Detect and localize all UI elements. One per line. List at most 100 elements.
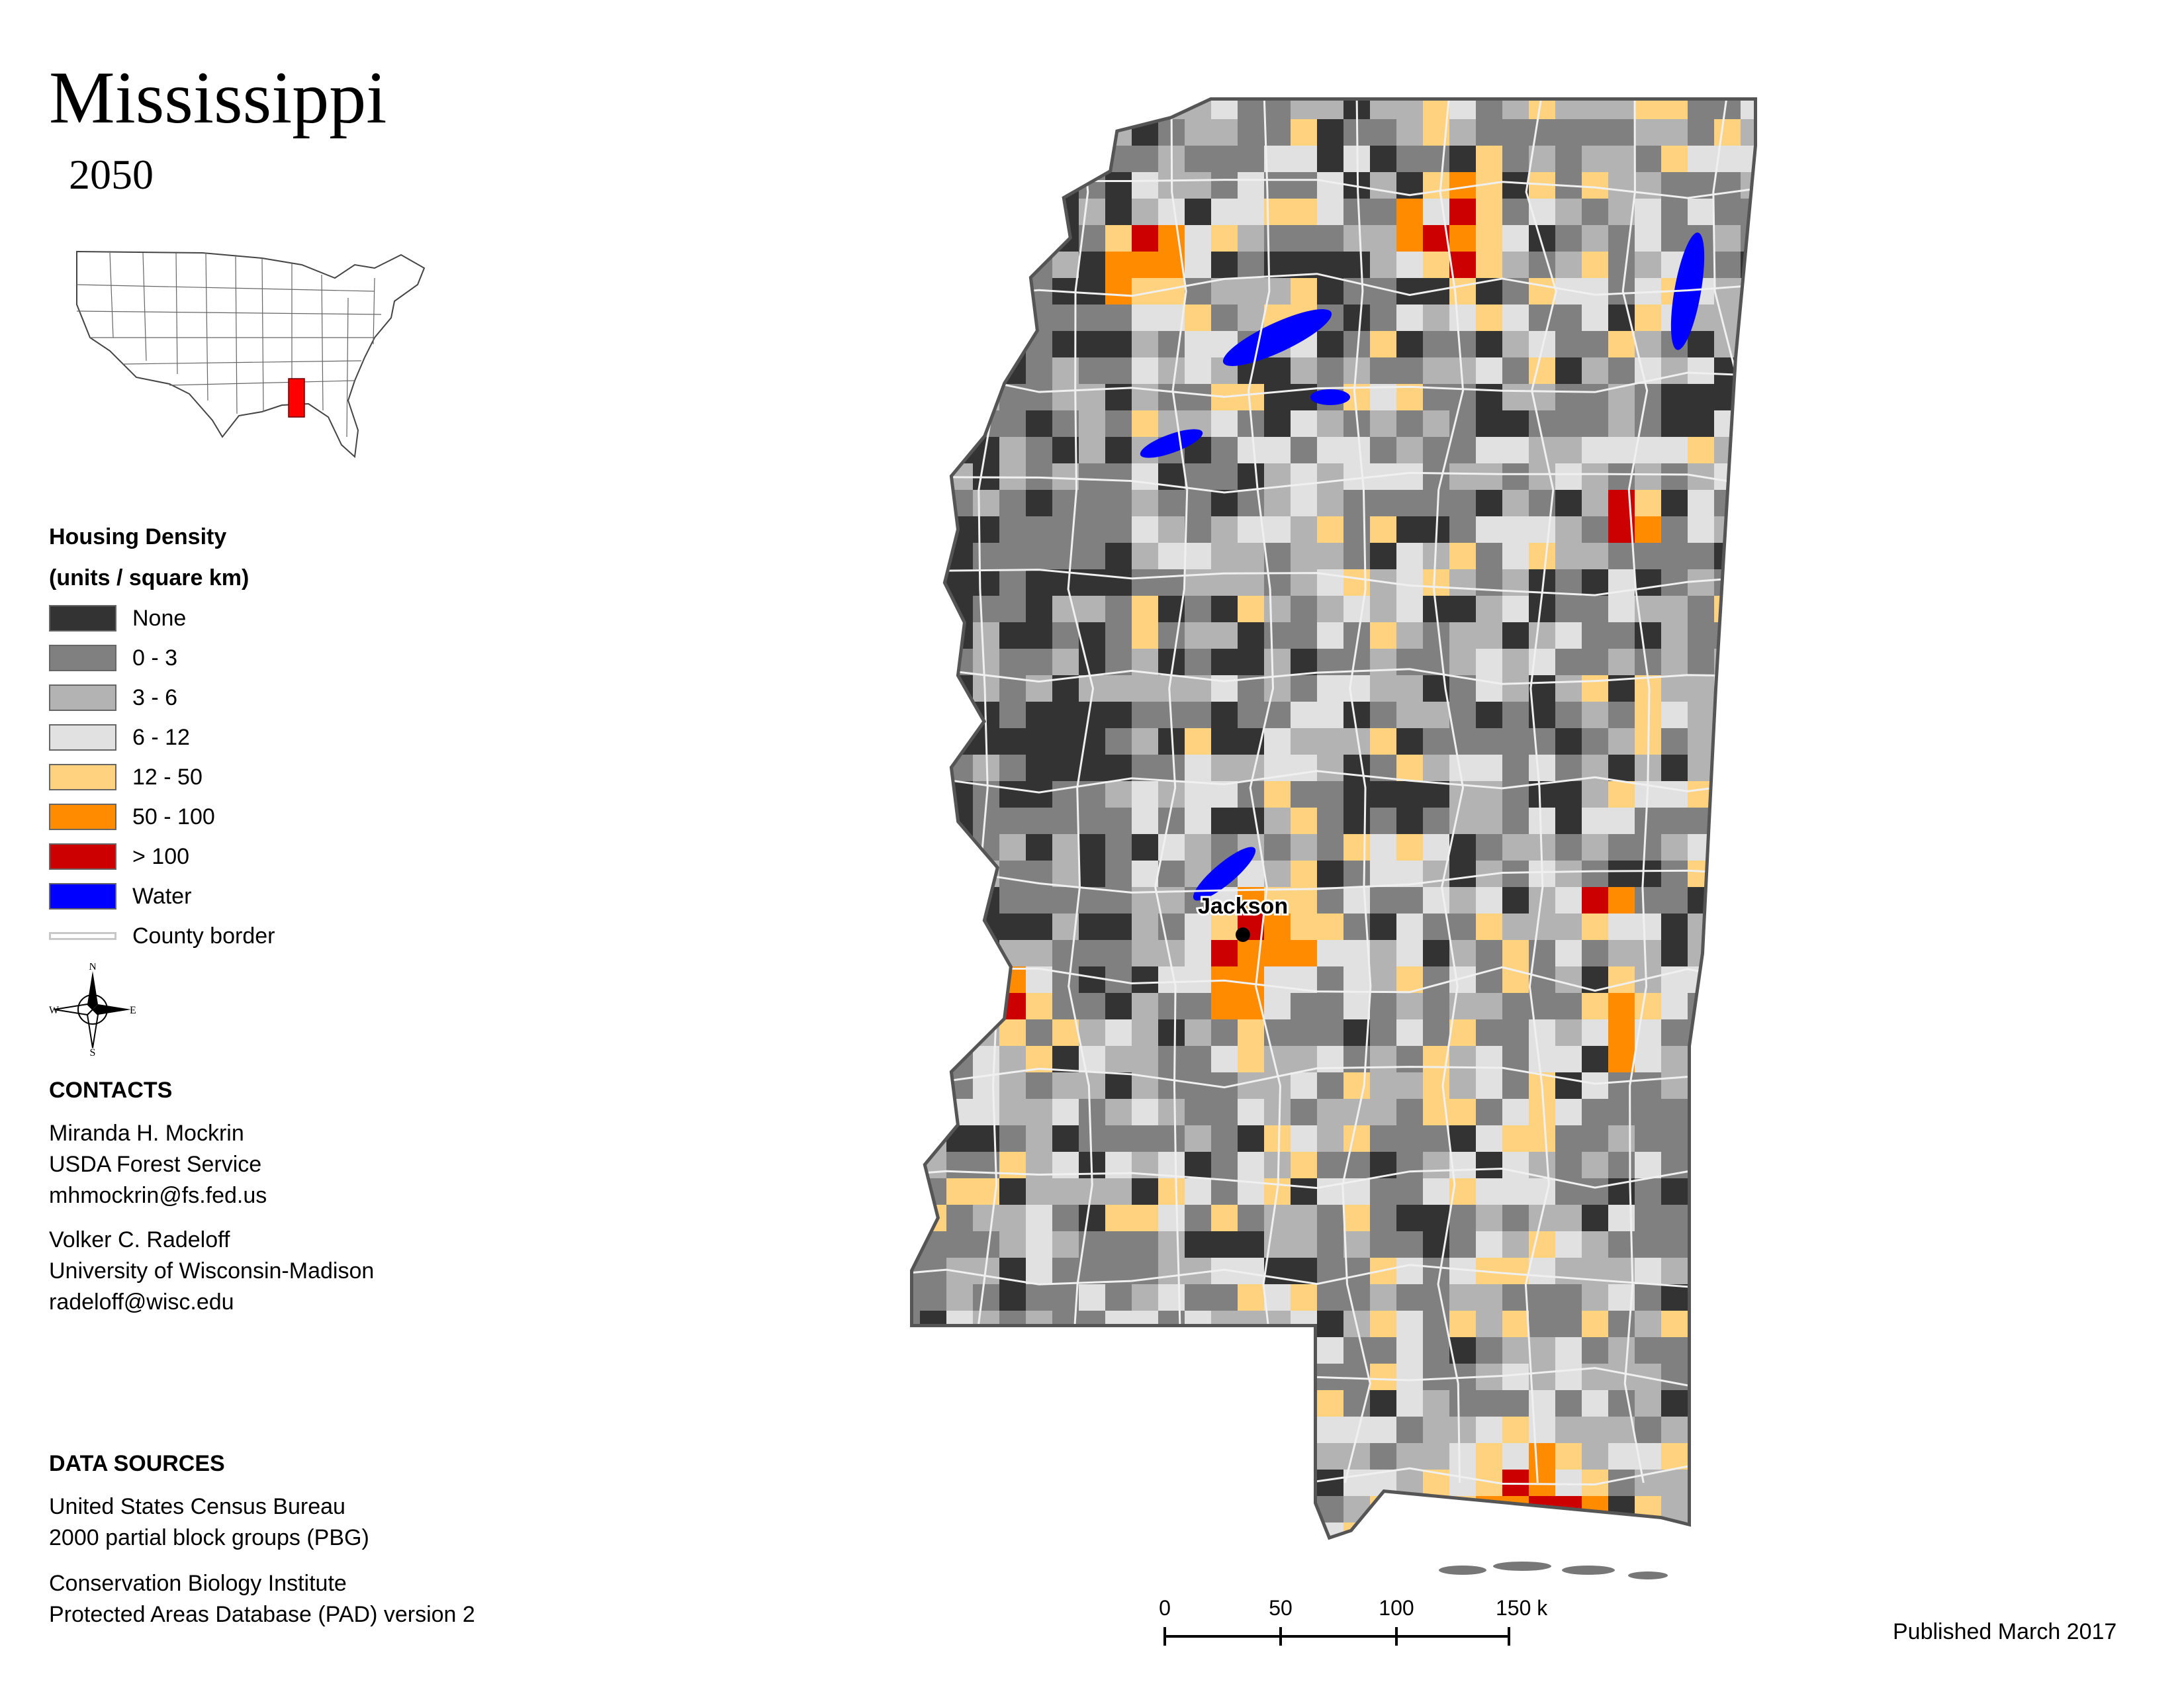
density-cell [1661,490,1688,516]
density-cell [1343,516,1370,543]
density-cell [1741,596,1754,622]
density-cell [999,596,1026,622]
contact-email[interactable]: radeloff@wisc.edu [49,1289,234,1315]
density-cell [1635,622,1661,649]
density-cell [1291,675,1317,702]
density-cell [1555,119,1582,146]
density-cell [1317,940,1343,966]
density-cell [1291,887,1317,914]
density-cell [1396,463,1423,490]
density-cell [1291,1046,1317,1072]
us-outline [76,250,426,459]
density-cell [1555,1046,1582,1072]
density-cell [1529,410,1555,437]
density-cell [1026,914,1052,940]
density-cell [1688,490,1714,516]
density-cell [1291,1523,1317,1536]
density-cell [1396,569,1423,596]
density-cell [1185,755,1211,781]
density-cell [973,993,999,1019]
density-cell [1370,1205,1396,1231]
density-cell [1052,305,1079,331]
density-cell [1423,1417,1449,1443]
density-cell [1396,119,1423,146]
density-cell [1396,225,1423,252]
density-cell [920,199,946,225]
water-body [1140,429,1203,458]
density-cell [1105,622,1132,649]
density-cell [1476,887,1502,914]
density-cell [1317,516,1343,543]
density-cell [1608,834,1635,861]
density-cell [1264,966,1291,993]
density-cell [1396,596,1423,622]
density-cell [1185,1364,1211,1390]
density-cell [1291,940,1317,966]
density-cell [1105,1496,1132,1523]
density-cell [1211,1284,1238,1311]
density-cell [1370,1443,1396,1470]
density-cell [1396,1496,1423,1523]
density-cell [1185,1311,1211,1337]
density-cell [1423,993,1449,1019]
density-cell [1449,437,1476,463]
density-cell [1105,463,1132,490]
density-cell [1582,728,1608,755]
density-cell [1052,1523,1079,1536]
density-cell [1396,1337,1423,1364]
density-cell [913,914,920,940]
density-cell [1370,357,1396,384]
density-cell [1132,410,1158,437]
density-cell [1582,702,1608,728]
density-cell [1582,1390,1608,1417]
density-cell [1661,225,1688,252]
density-cell [913,119,920,146]
density-cell [1079,1496,1105,1523]
density-cell [1291,1470,1317,1496]
density-cell [1370,966,1396,993]
density-cell [1238,1125,1264,1152]
density-cell [973,1364,999,1390]
density-cell [1052,1496,1079,1523]
density-cell [999,305,1026,331]
density-cell [1052,225,1079,252]
density-cell [1635,490,1661,516]
density-cell [946,834,973,861]
density-cell [999,834,1026,861]
contact-email[interactable]: mhmockrin@fs.fed.us [49,1183,267,1208]
density-cell [999,622,1026,649]
density-cell [946,966,973,993]
density-cell [1264,172,1291,199]
density-cell [1211,1205,1238,1231]
density-cell [1185,808,1211,834]
density-cell [1317,331,1343,357]
density-cell [1449,1523,1476,1536]
density-cell [946,1205,973,1231]
density-cell [1158,1470,1185,1496]
mississippi-highlight [288,378,305,418]
county-border [913,471,1754,494]
density-cell [1423,1284,1449,1311]
density-cell [1502,490,1529,516]
density-cell [1423,834,1449,861]
density-cell [1052,1364,1079,1390]
density-cell [1661,940,1688,966]
density-cell [999,516,1026,543]
density-cell [1105,1311,1132,1337]
density-cell [1079,887,1105,914]
density-cell [1291,1125,1317,1152]
density-cell [1105,1099,1132,1125]
scale-tick-label: 50 [1269,1596,1293,1620]
density-cell [973,569,999,596]
legend-item: Water [49,876,275,916]
density-cell [1449,649,1476,675]
density-cell [1635,225,1661,252]
density-cell [1714,569,1741,596]
density-cell [1396,755,1423,781]
density-cell [920,1496,946,1523]
density-cell [1079,437,1105,463]
density-cell [1211,781,1238,808]
density-cell [1714,1496,1741,1523]
density-cell [946,1178,973,1205]
density-cell [1185,1046,1211,1072]
